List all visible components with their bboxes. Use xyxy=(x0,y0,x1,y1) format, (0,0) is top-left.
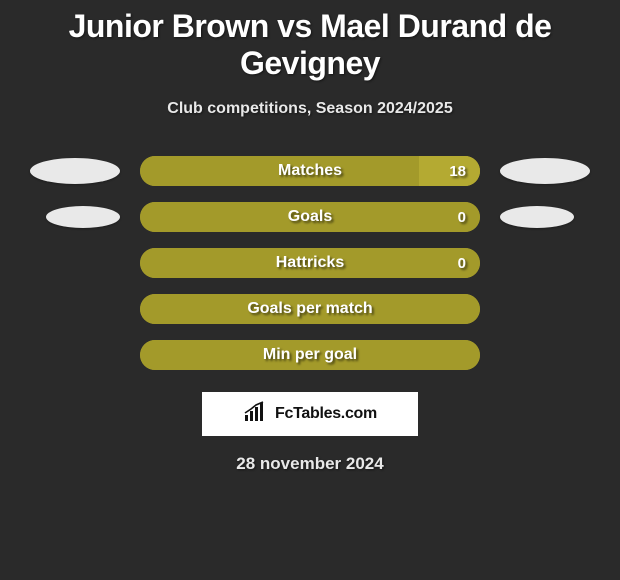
stat-row: Hattricks 0 xyxy=(0,240,620,286)
right-ellipse xyxy=(500,158,590,184)
stat-bar xyxy=(140,340,480,370)
bar-chart-icon xyxy=(243,401,269,428)
date-text: 28 november 2024 xyxy=(0,454,620,474)
logo-text: FcTables.com xyxy=(275,405,377,423)
bar-wrap: Hattricks 0 xyxy=(140,248,480,278)
stat-bar xyxy=(140,156,480,186)
bar-wrap: Goals per match xyxy=(140,294,480,324)
bar-wrap: Goals 0 xyxy=(140,202,480,232)
stat-row: Matches 18 xyxy=(0,148,620,194)
stat-bar xyxy=(140,294,480,324)
logo-box: FcTables.com xyxy=(202,392,418,436)
right-ellipse xyxy=(500,206,574,228)
subtitle: Club competitions, Season 2024/2025 xyxy=(0,100,620,118)
left-ellipse xyxy=(46,206,120,228)
bar-wrap: Matches 18 xyxy=(140,156,480,186)
stat-bar xyxy=(140,202,480,232)
bar-wrap: Min per goal xyxy=(140,340,480,370)
stat-rows: Matches 18 Goals 0 Hattricks 0 Goals per… xyxy=(0,148,620,378)
stat-bar xyxy=(140,248,480,278)
left-ellipse xyxy=(30,158,120,184)
stat-row: Goals per match xyxy=(0,286,620,332)
stat-row: Goals 0 xyxy=(0,194,620,240)
page-title: Junior Brown vs Mael Durand de Gevigney xyxy=(0,0,620,82)
stat-row: Min per goal xyxy=(0,332,620,378)
